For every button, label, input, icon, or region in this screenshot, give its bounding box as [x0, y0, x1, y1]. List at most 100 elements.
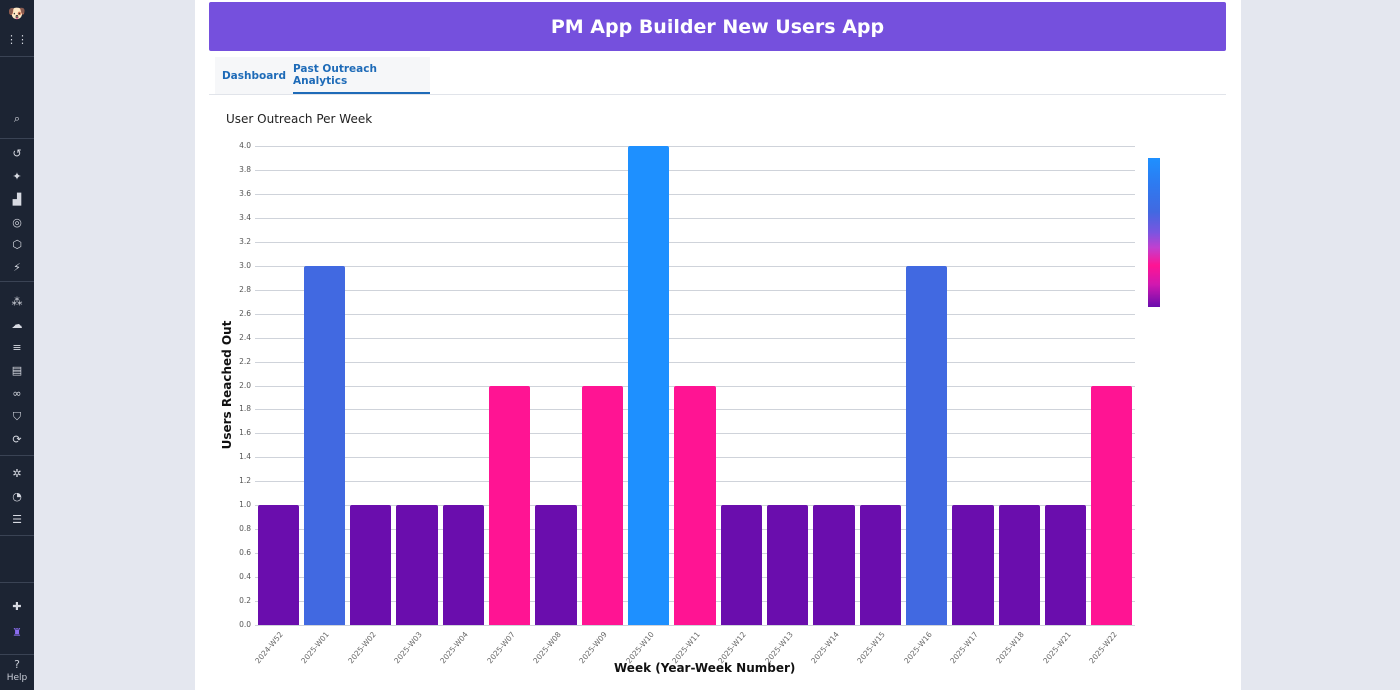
search-icon[interactable]: ⌕	[13, 111, 21, 125]
bar-2025-w08[interactable]	[535, 505, 577, 625]
help-label: Help	[6, 673, 28, 683]
x-tick-label: 2025-W04	[438, 630, 471, 666]
gridline	[255, 289, 1135, 291]
bar-2025-w04[interactable]	[442, 505, 485, 625]
list-icon[interactable]: ☰	[12, 512, 22, 526]
puzzle-icon[interactable]: ✚	[12, 599, 22, 613]
tab-label: Past Outreach Analytics	[293, 62, 377, 87]
bug-icon[interactable]: ✲	[12, 466, 22, 480]
refresh-icon[interactable]: ⟳	[12, 432, 22, 446]
sidebar-divider	[0, 138, 34, 139]
target-icon[interactable]: ◎	[12, 215, 22, 229]
dashboards-icon[interactable]: ▤	[11, 363, 23, 377]
gridline	[255, 313, 1135, 315]
apps-grid-icon[interactable]: ⋮⋮	[6, 32, 28, 46]
bar-2025-w09[interactable]	[581, 385, 623, 625]
y-tick-label: 1.2	[239, 476, 251, 486]
y-tick-label: 3.6	[239, 188, 251, 198]
y-tick-label: 0.2	[239, 596, 251, 606]
x-tick-label: 2025-W21	[1040, 630, 1073, 666]
nodes-icon[interactable]: ⁂	[11, 294, 23, 308]
bar-2024-w52[interactable]	[257, 505, 299, 625]
page-title: PM App Builder New Users App	[550, 15, 885, 38]
page-container: PM App Builder New Users App Dashboard P…	[195, 0, 1241, 690]
gridline	[255, 265, 1135, 267]
x-tick-label: 2025-W22	[1087, 630, 1119, 666]
cloud-icon[interactable]: ☁	[11, 317, 23, 331]
history-icon[interactable]: ↺	[12, 146, 22, 160]
gridline	[255, 146, 1135, 147]
link-icon[interactable]: ∞	[12, 386, 22, 400]
x-tick-label: 2025-W01	[299, 630, 332, 666]
security-icon[interactable]: ⛉	[12, 409, 22, 423]
y-tick-label: 1.4	[239, 452, 251, 462]
y-tick-label: 2.8	[239, 284, 251, 294]
x-tick-label: 2025-W08	[531, 630, 563, 666]
x-tick-label: 2025-W17	[948, 630, 980, 666]
tab-label: Dashboard	[221, 69, 287, 82]
app-builder-icon[interactable]: ♜	[12, 625, 22, 639]
tab-past-outreach-analytics[interactable]: Past Outreach Analytics	[293, 57, 430, 94]
sidebar-divider	[0, 56, 34, 57]
bar-2025-w11[interactable]	[674, 385, 716, 625]
bar-2025-w03[interactable]	[396, 505, 438, 625]
sidebar: 🐶 ⋮⋮ ⌕ ↺ ✦ ▟ ◎ ⬡ ⚡ ⁂ ☁ ≡ ▤ ∞ ⛉ ⟳ ✲ ◔ ☰ ✚ ♜? Help	[0, 0, 34, 690]
x-axis-label: Week (Year-Week Number)	[614, 661, 796, 675]
x-tick-label: 2025-W03	[392, 630, 424, 666]
lightning-icon[interactable]: ⚡	[13, 260, 21, 274]
sidebar-divider	[0, 281, 34, 282]
y-tick-label: 2.2	[239, 356, 251, 366]
x-tick-label: 2024-W52	[253, 630, 286, 666]
gridline	[255, 625, 1135, 626]
x-tick-label: 2025-W15	[855, 630, 888, 666]
bar-2025-w10[interactable]	[628, 146, 670, 625]
help-button[interactable]: ? Help	[0, 658, 34, 683]
gauge-icon[interactable]: ◔	[12, 489, 22, 503]
tab-bar: Dashboard Past Outreach Analytics	[209, 55, 1226, 95]
bar-2025-w12[interactable]	[720, 505, 762, 625]
bar-2025-w07[interactable]	[489, 385, 531, 625]
sidebar-divider	[0, 455, 34, 456]
metrics-icon[interactable]: ▟	[12, 192, 22, 206]
chart-title: User Outreach Per Week	[226, 112, 373, 126]
x-tick-label: 2025-W16	[901, 630, 934, 666]
gridline	[255, 337, 1135, 339]
colorbar-legend	[1148, 158, 1160, 307]
y-tick-label: 0.4	[239, 572, 251, 582]
y-tick-label: 3.8	[239, 164, 251, 174]
y-tick-label: 3.4	[239, 212, 251, 222]
cube-icon[interactable]: ⬡	[12, 237, 22, 251]
sidebar-divider	[0, 654, 34, 655]
sparkle-icon[interactable]: ✦	[12, 169, 22, 183]
logs-icon[interactable]: ≡	[12, 340, 22, 354]
y-tick-label: 1.6	[239, 428, 251, 438]
bar-2025-w22[interactable]	[1091, 385, 1133, 625]
gridline	[255, 217, 1135, 219]
bar-2025-w15[interactable]	[859, 505, 901, 625]
bar-2025-w18[interactable]	[998, 505, 1040, 625]
bar-2025-w02[interactable]	[350, 505, 392, 625]
tab-dashboard[interactable]: Dashboard	[215, 57, 293, 94]
gridline	[255, 241, 1135, 243]
bar-2025-w14[interactable]	[813, 505, 855, 625]
y-tick-label: 1.0	[239, 500, 251, 510]
y-tick-label: 0.6	[239, 548, 251, 558]
bar-2025-w17[interactable]	[952, 505, 994, 625]
bar-2025-w01[interactable]	[303, 265, 346, 625]
y-tick-label: 2.6	[239, 308, 251, 318]
bar-2025-w16[interactable]	[905, 265, 948, 625]
gridline	[255, 361, 1135, 363]
gridline	[255, 169, 1135, 171]
logo-icon[interactable]: 🐶	[8, 6, 26, 22]
bar-2025-w21[interactable]	[1044, 505, 1087, 625]
y-tick-label: 2.4	[239, 332, 251, 342]
y-tick-label: 3.0	[239, 260, 251, 270]
help-icon: ?	[14, 658, 20, 671]
sidebar-divider	[0, 582, 34, 583]
y-tick-label: 4.0	[239, 141, 251, 150]
bar-2025-w13[interactable]	[767, 505, 809, 625]
x-tick-label: 2025-W14	[809, 630, 841, 666]
y-tick-label: 3.2	[239, 236, 251, 246]
x-tick-label: 2025-W02	[346, 630, 378, 666]
y-tick-label: 1.8	[239, 404, 251, 414]
